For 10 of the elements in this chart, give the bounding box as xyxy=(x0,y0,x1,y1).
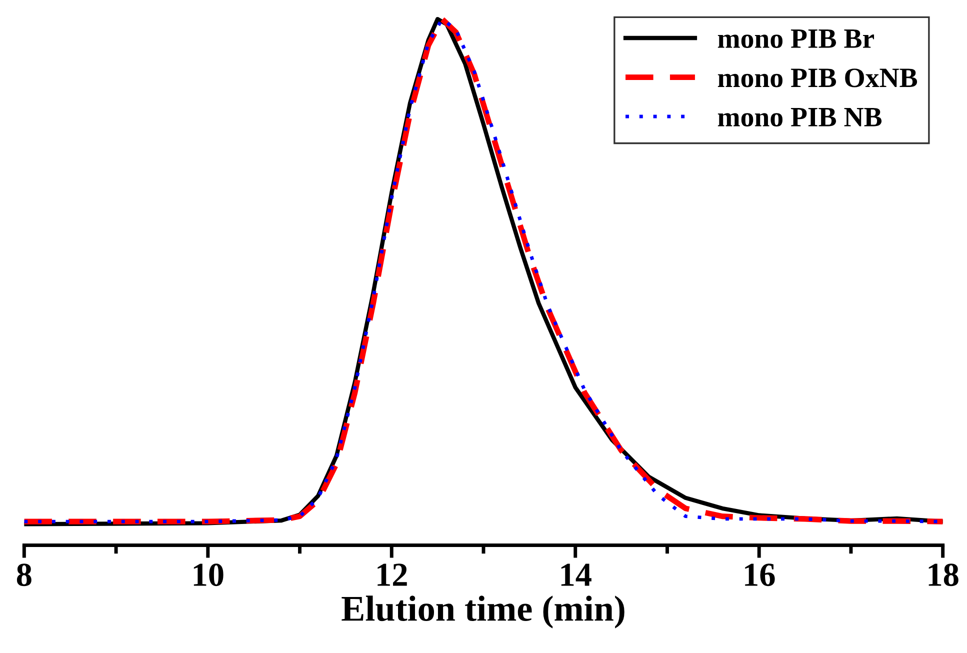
x-tick-label: 18 xyxy=(928,564,958,586)
legend-label: mono PIB OxNB xyxy=(718,68,918,88)
legend-label: mono PIB NB xyxy=(718,108,882,126)
x-tick-label: 8 xyxy=(16,564,32,586)
x-tick-label: 10 xyxy=(194,564,224,586)
legend-label: mono PIB Br xyxy=(718,30,874,48)
x-axis-title: Elution time (min) xyxy=(342,596,624,628)
x-tick-label: 16 xyxy=(745,564,775,586)
x-tick-label: 12 xyxy=(378,564,407,586)
x-tick-label: 14 xyxy=(561,564,592,586)
